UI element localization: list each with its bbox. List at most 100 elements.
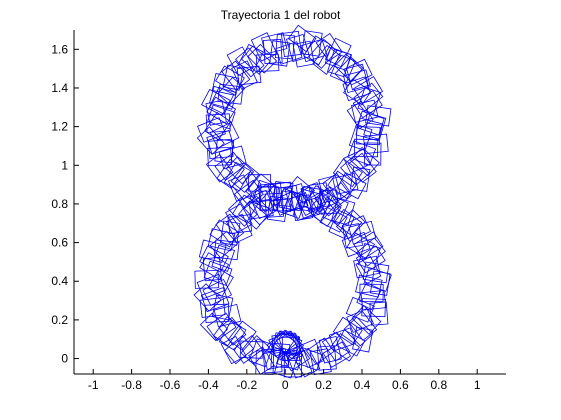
x-tick-label: -1 (88, 378, 99, 392)
robot-marker (263, 38, 283, 65)
robot-marker (208, 85, 237, 110)
robot-marker (315, 33, 343, 62)
robot-marker (328, 327, 357, 352)
robot-marker (211, 73, 240, 96)
x-tick-label: 0.2 (315, 378, 332, 392)
robot-marker (213, 239, 240, 261)
robot-marker (351, 305, 382, 335)
robot-marker (283, 353, 302, 378)
robot-marker (332, 158, 363, 188)
y-tick-label: 1.2 (51, 120, 68, 134)
robot-marker (248, 174, 272, 192)
y-tick-label: 0.2 (51, 313, 68, 327)
y-tick-label: 1.4 (51, 81, 68, 95)
robot-marker (200, 287, 230, 313)
robot-marker (209, 230, 239, 259)
robot-marker (332, 316, 363, 346)
robot-marker (225, 213, 253, 244)
robot-marker (206, 130, 235, 155)
robot-marker (240, 335, 271, 366)
robot-marker (227, 320, 257, 351)
x-tick-label: -0.2 (236, 378, 257, 392)
robot-marker (214, 151, 245, 181)
robot-marker (199, 312, 229, 342)
robot-marker (207, 228, 236, 252)
robot-marker (206, 96, 237, 125)
robot-marker (231, 194, 259, 224)
robot-marker (352, 90, 383, 119)
robot-marker (355, 237, 386, 267)
robot-marker (273, 350, 299, 379)
robot-marker (214, 138, 235, 164)
robot-marker (334, 53, 363, 82)
robot-marker (300, 182, 326, 212)
robot-marker (243, 195, 273, 226)
y-tick-label: 0.8 (51, 197, 68, 211)
robot-marker (209, 121, 240, 149)
robot-marker (240, 45, 271, 75)
robot-marker (218, 320, 247, 351)
robot-marker (297, 188, 324, 212)
robot-marker (357, 86, 382, 115)
x-tick-label: -0.4 (198, 378, 219, 392)
robot-marker (285, 33, 310, 63)
robot-marker (245, 173, 275, 204)
robot-marker (248, 338, 274, 368)
robot-marker (343, 78, 372, 106)
robot-marker (335, 209, 366, 240)
robot-marker (355, 274, 383, 298)
robot-marker (343, 69, 371, 94)
robot-marker (342, 76, 371, 102)
x-tick-label: 1 (474, 378, 481, 392)
x-tick-label: 0.4 (354, 378, 371, 392)
robot-marker (260, 186, 279, 211)
robot-marker (213, 316, 242, 347)
robot-marker (357, 242, 381, 270)
robot-marker (307, 192, 337, 223)
x-tick-label: 0 (282, 378, 289, 392)
robot-marker (199, 297, 226, 318)
x-tick-label: 0.8 (430, 378, 447, 392)
robot-marker (204, 111, 232, 141)
robot-marker (196, 126, 225, 155)
robot-marker (309, 348, 332, 376)
robot-marker (355, 126, 381, 146)
robot-marker (332, 172, 359, 195)
robot-marker (343, 316, 374, 347)
robot-marker (225, 203, 253, 234)
robot-marker (346, 63, 369, 91)
robot-marker (236, 65, 262, 86)
robot-marker (230, 162, 260, 193)
robot-marker (193, 283, 222, 312)
robot-marker (353, 138, 379, 158)
robot-marker (349, 166, 371, 192)
robot-marker (363, 113, 387, 140)
robot-marker (218, 145, 247, 170)
robot-marker (225, 156, 255, 185)
robot-marker (322, 172, 351, 203)
robot-marker (202, 256, 222, 282)
robot-marker (222, 64, 245, 91)
robot-marker (363, 142, 382, 166)
chart-title: Trayectoria 1 del robot (220, 8, 341, 22)
robot-marker (305, 337, 335, 365)
robot-marker (356, 281, 382, 311)
robot-marker (204, 303, 230, 323)
robot-marker (250, 32, 278, 62)
y-tick-label: 1 (61, 158, 68, 172)
x-tick-label: -0.8 (121, 378, 142, 392)
robot-marker (322, 341, 352, 368)
y-tick-label: 1.6 (51, 42, 68, 56)
axes: -1 -0.8 -0.6 -0.4 -0.2 0 0.2 0.4 0.6 0.8 1 0 0.2 0.4 0… (51, 30, 506, 392)
robot-marker (266, 330, 295, 361)
robot-marker (199, 245, 229, 273)
robot-marker (196, 273, 226, 300)
y-tick-label: 0.4 (51, 274, 68, 288)
robot-marker (205, 153, 234, 183)
robot-marker (206, 312, 237, 342)
robot-marker (329, 332, 360, 362)
robot-marker (220, 220, 241, 246)
x-tick-label: 0.6 (392, 378, 409, 392)
